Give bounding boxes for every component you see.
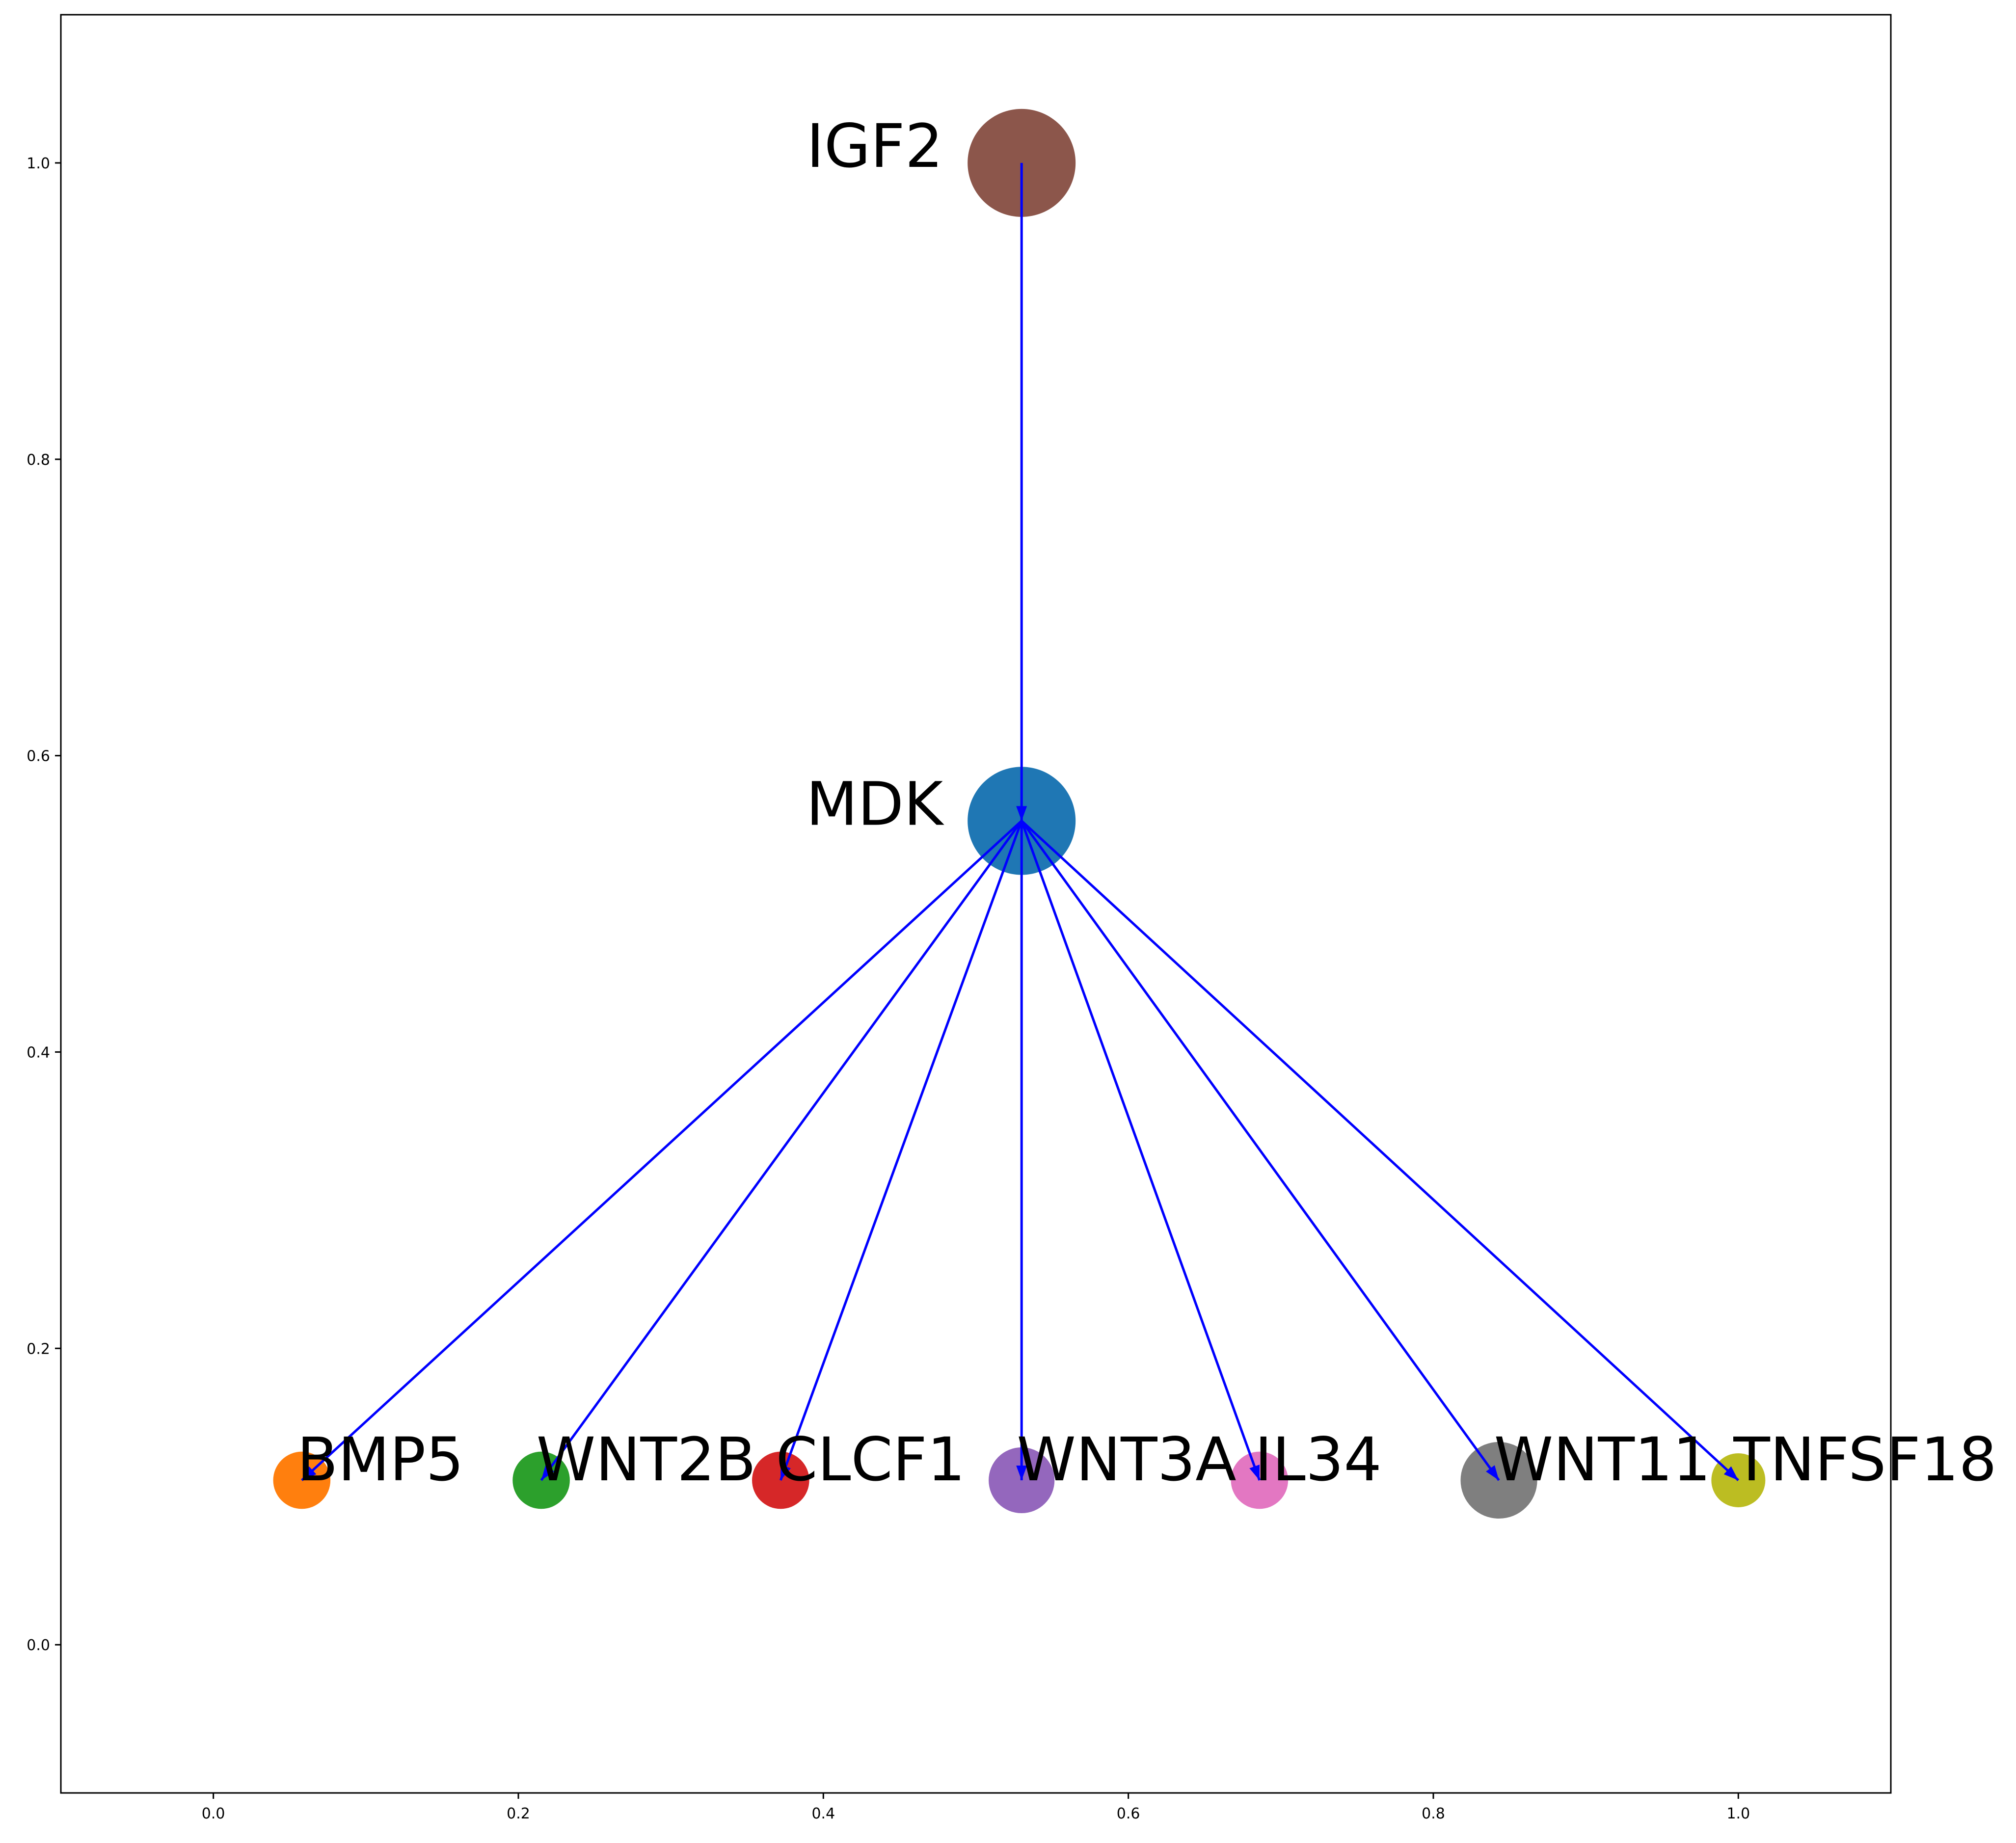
node-label-igf2: IGF2 <box>806 111 943 181</box>
x-tick-label: 0.6 <box>1117 1805 1140 1822</box>
edge-line <box>1021 820 1500 1481</box>
arrowhead <box>1249 1465 1260 1480</box>
y-tick-label: 1.0 <box>27 155 50 172</box>
y-tick-label: 0.4 <box>27 1044 50 1061</box>
edges-layer <box>301 162 1740 1481</box>
y-tick-label: 0.6 <box>27 748 50 765</box>
edge-mdk-to-tnfsf18 <box>1021 820 1740 1481</box>
arrowhead <box>1486 1465 1499 1480</box>
arrowhead <box>1723 1466 1739 1480</box>
x-tick-label: 0.8 <box>1422 1805 1445 1822</box>
node-label-wnt11: WNT11 <box>1494 1425 1711 1495</box>
node-label-wnt3a: WNT3A <box>1017 1425 1236 1495</box>
arrowhead <box>1016 806 1027 821</box>
x-tick-label: 1.0 <box>1726 1805 1750 1822</box>
node-label-bmp5: BMP5 <box>297 1425 464 1495</box>
edge-line <box>779 820 1023 1481</box>
x-axis: 0.0 0.2 0.4 0.6 0.8 1.0 <box>202 1793 1750 1822</box>
edge-mdk-to-wnt2b <box>540 820 1023 1481</box>
edge-mdk-to-wnt11 <box>1021 820 1500 1481</box>
x-tick-label: 0.2 <box>507 1805 530 1822</box>
y-tick-label: 0.0 <box>27 1637 50 1654</box>
arrowhead <box>541 1465 555 1480</box>
edge-line <box>540 820 1023 1481</box>
plot-area-frame <box>60 14 1892 1794</box>
edge-igf2-to-mdk <box>1016 162 1027 821</box>
edge-line <box>301 820 1022 1481</box>
node-wnt2b <box>512 1451 570 1509</box>
node-label-il34: IL34 <box>1255 1425 1382 1495</box>
node-label-clcf1: CLCF1 <box>776 1425 965 1495</box>
edge-line <box>1020 820 1261 1481</box>
edge-line <box>1021 820 1740 1481</box>
arrowhead <box>1016 1465 1027 1480</box>
edge-mdk-to-wnt3a <box>1016 821 1027 1480</box>
node-label-wnt2b: WNT2B <box>537 1425 756 1495</box>
arrowhead <box>780 1465 791 1480</box>
labels-layer: IGF2 MDK BMP5 WNT2B CLCF1 WNT3A IL34 WNT11 TNFSF… <box>297 111 1997 1495</box>
arrowhead <box>301 1466 317 1480</box>
x-tick-label: 0.0 <box>202 1805 225 1822</box>
x-tick-label: 0.4 <box>811 1805 835 1822</box>
node-label-tnfsf18: TNFSF18 <box>1733 1425 1997 1495</box>
y-axis: 0.0 0.2 0.4 0.6 0.8 1.0 <box>27 155 61 1654</box>
edge-mdk-to-clcf1 <box>779 820 1023 1481</box>
y-tick-label: 0.8 <box>27 452 50 469</box>
edge-mdk-to-bmp5 <box>301 820 1022 1481</box>
node-label-mdk: MDK <box>806 769 944 839</box>
y-tick-label: 0.2 <box>27 1340 50 1358</box>
edge-mdk-to-il34 <box>1020 820 1261 1481</box>
